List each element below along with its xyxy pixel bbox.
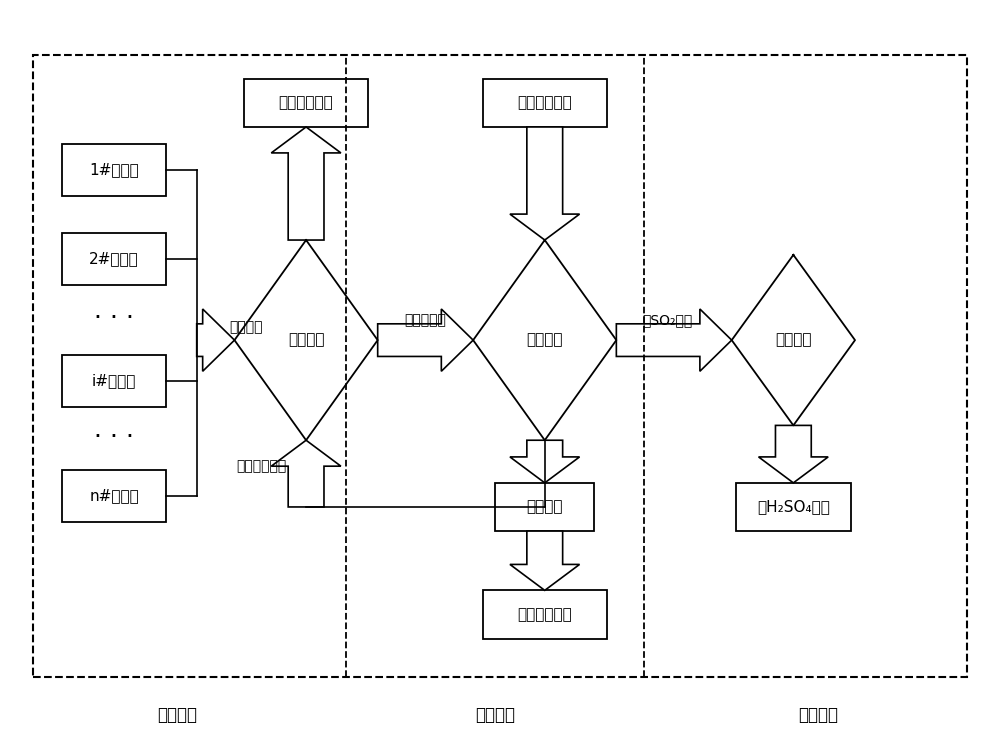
Text: 浓H₂SO₄储罐: 浓H₂SO₄储罐: [757, 500, 830, 515]
Text: 浓SO₂气体: 浓SO₂气体: [642, 313, 692, 327]
Bar: [483, 590, 607, 639]
Text: i#烧结机: i#烧结机: [92, 374, 136, 388]
Polygon shape: [759, 425, 828, 483]
Polygon shape: [271, 127, 341, 240]
Polygon shape: [510, 531, 580, 590]
Text: 饱和活性焦: 饱和活性焦: [404, 313, 446, 327]
Text: 解吸再生: 解吸再生: [527, 332, 563, 347]
Text: 吸附系统: 吸附系统: [288, 332, 324, 347]
Text: 筛分系统: 筛分系统: [527, 500, 563, 515]
Bar: [244, 78, 368, 127]
Polygon shape: [510, 127, 580, 240]
Text: 热风炉废烟气: 热风炉废烟气: [517, 96, 572, 111]
Text: n#烧结机: n#烧结机: [89, 489, 139, 503]
Bar: [62, 355, 166, 407]
Polygon shape: [197, 309, 234, 371]
Bar: [33, 55, 967, 678]
Bar: [62, 143, 166, 196]
Polygon shape: [378, 309, 473, 371]
Text: 再生后活性焦: 再生后活性焦: [236, 459, 286, 473]
Text: 1#烧结机: 1#烧结机: [89, 162, 139, 177]
Polygon shape: [271, 440, 341, 507]
Polygon shape: [616, 309, 732, 371]
Text: 2#烧结机: 2#烧结机: [89, 251, 139, 266]
Polygon shape: [510, 440, 580, 483]
Bar: [62, 232, 166, 285]
Text: 烧结区域: 烧结区域: [157, 706, 197, 724]
Text: · · ·: · · ·: [94, 424, 134, 448]
Text: 洁净烟气排放: 洁净烟气排放: [279, 96, 333, 111]
Bar: [483, 78, 607, 127]
Text: 制酸区域: 制酸区域: [798, 706, 838, 724]
Bar: [62, 470, 166, 522]
Text: 原始烟气: 原始烟气: [230, 320, 263, 335]
Text: 吸收制酸: 吸收制酸: [775, 332, 812, 347]
Text: 高炉区域: 高炉区域: [475, 706, 515, 724]
Bar: [736, 483, 851, 531]
Text: · · ·: · · ·: [94, 306, 134, 330]
Text: 高炉喷煤料仓: 高炉喷煤料仓: [517, 607, 572, 622]
Bar: [495, 483, 594, 531]
